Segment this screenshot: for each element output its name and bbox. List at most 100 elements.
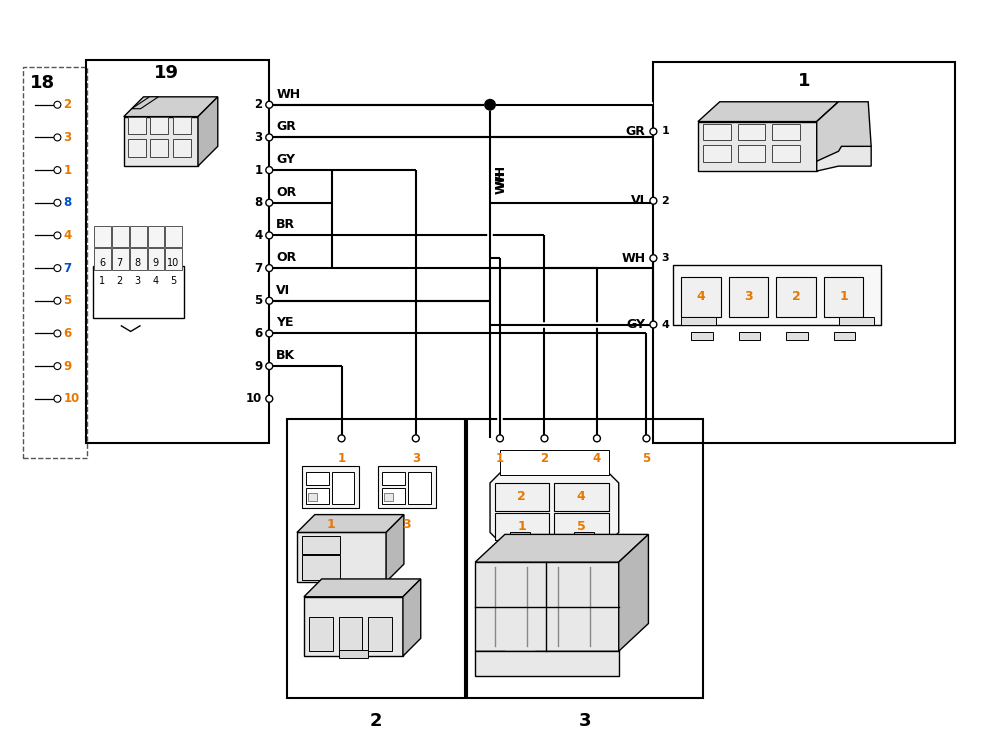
Text: 5: 5 xyxy=(253,294,262,307)
Polygon shape xyxy=(489,463,618,552)
Bar xyxy=(574,532,594,538)
Text: 9: 9 xyxy=(152,258,159,268)
Bar xyxy=(737,145,764,162)
Polygon shape xyxy=(815,102,871,161)
Bar xyxy=(500,450,608,475)
Text: 8: 8 xyxy=(253,196,262,209)
Circle shape xyxy=(265,199,272,206)
Text: BR: BR xyxy=(276,218,295,231)
Bar xyxy=(23,67,87,458)
Bar xyxy=(407,472,430,503)
Circle shape xyxy=(265,363,272,369)
Text: 1: 1 xyxy=(495,453,504,465)
Bar xyxy=(702,145,730,162)
Bar xyxy=(287,419,464,698)
Text: 6: 6 xyxy=(63,327,72,340)
Text: 4: 4 xyxy=(593,453,600,465)
Polygon shape xyxy=(474,562,618,652)
Circle shape xyxy=(265,330,272,337)
Text: 2: 2 xyxy=(254,98,262,111)
Bar xyxy=(174,139,191,157)
Bar xyxy=(680,317,715,324)
Text: 10: 10 xyxy=(63,392,80,405)
Circle shape xyxy=(265,167,272,173)
Polygon shape xyxy=(198,97,218,166)
Circle shape xyxy=(265,232,272,239)
Bar xyxy=(738,332,759,340)
Circle shape xyxy=(265,297,272,304)
Text: VI: VI xyxy=(631,195,645,207)
Bar xyxy=(308,493,317,500)
Text: 5: 5 xyxy=(63,294,72,307)
Bar xyxy=(690,332,712,340)
Circle shape xyxy=(265,134,272,141)
Bar xyxy=(737,124,764,140)
Bar xyxy=(111,248,128,270)
Text: 2: 2 xyxy=(116,276,123,286)
Bar xyxy=(93,266,184,318)
Polygon shape xyxy=(386,514,403,582)
Circle shape xyxy=(496,435,503,442)
Text: 8: 8 xyxy=(134,258,141,268)
Text: 4: 4 xyxy=(661,320,669,329)
Bar xyxy=(309,617,332,652)
Text: 2: 2 xyxy=(370,712,382,730)
Bar xyxy=(147,226,164,248)
Text: GR: GR xyxy=(276,120,296,133)
Bar xyxy=(165,226,182,248)
Bar xyxy=(368,617,391,652)
Bar xyxy=(302,555,339,580)
Circle shape xyxy=(54,395,61,402)
Polygon shape xyxy=(297,514,403,532)
Bar xyxy=(495,483,549,511)
Bar xyxy=(702,124,730,140)
Circle shape xyxy=(593,435,599,442)
Bar xyxy=(94,248,110,270)
Bar xyxy=(653,62,954,444)
Circle shape xyxy=(485,101,494,108)
Circle shape xyxy=(54,167,61,173)
Text: 3: 3 xyxy=(411,453,419,465)
Polygon shape xyxy=(304,579,420,597)
Circle shape xyxy=(540,435,547,442)
Text: 2: 2 xyxy=(791,290,800,304)
Text: 2: 2 xyxy=(540,453,548,465)
Text: YE: YE xyxy=(276,316,294,329)
Text: GY: GY xyxy=(276,153,295,166)
Circle shape xyxy=(265,101,272,108)
Text: OR: OR xyxy=(276,251,296,264)
Text: 5: 5 xyxy=(170,276,176,286)
Text: 1: 1 xyxy=(254,164,262,177)
Circle shape xyxy=(54,232,61,239)
Circle shape xyxy=(642,435,649,442)
Text: WH: WH xyxy=(495,170,508,194)
Circle shape xyxy=(483,99,496,111)
Bar xyxy=(94,226,110,248)
Bar xyxy=(833,332,855,340)
Text: 10: 10 xyxy=(167,258,179,268)
Circle shape xyxy=(54,101,61,108)
Polygon shape xyxy=(697,102,838,122)
Circle shape xyxy=(265,395,272,402)
Circle shape xyxy=(412,435,419,442)
Circle shape xyxy=(54,134,61,141)
Text: 7: 7 xyxy=(254,262,262,275)
Polygon shape xyxy=(697,122,815,171)
Bar xyxy=(150,139,169,157)
Circle shape xyxy=(483,99,496,111)
Text: 3: 3 xyxy=(134,276,141,286)
Text: 4: 4 xyxy=(696,290,705,304)
Circle shape xyxy=(54,330,61,337)
Bar xyxy=(174,116,191,134)
Bar xyxy=(338,617,362,652)
Text: 2: 2 xyxy=(63,98,71,111)
Polygon shape xyxy=(402,579,420,656)
Text: GY: GY xyxy=(626,318,645,331)
Bar xyxy=(129,226,146,248)
Circle shape xyxy=(265,265,272,271)
Text: 18: 18 xyxy=(30,74,55,92)
Text: GR: GR xyxy=(625,125,645,138)
Circle shape xyxy=(338,435,345,442)
Polygon shape xyxy=(618,534,648,652)
Circle shape xyxy=(649,198,656,204)
